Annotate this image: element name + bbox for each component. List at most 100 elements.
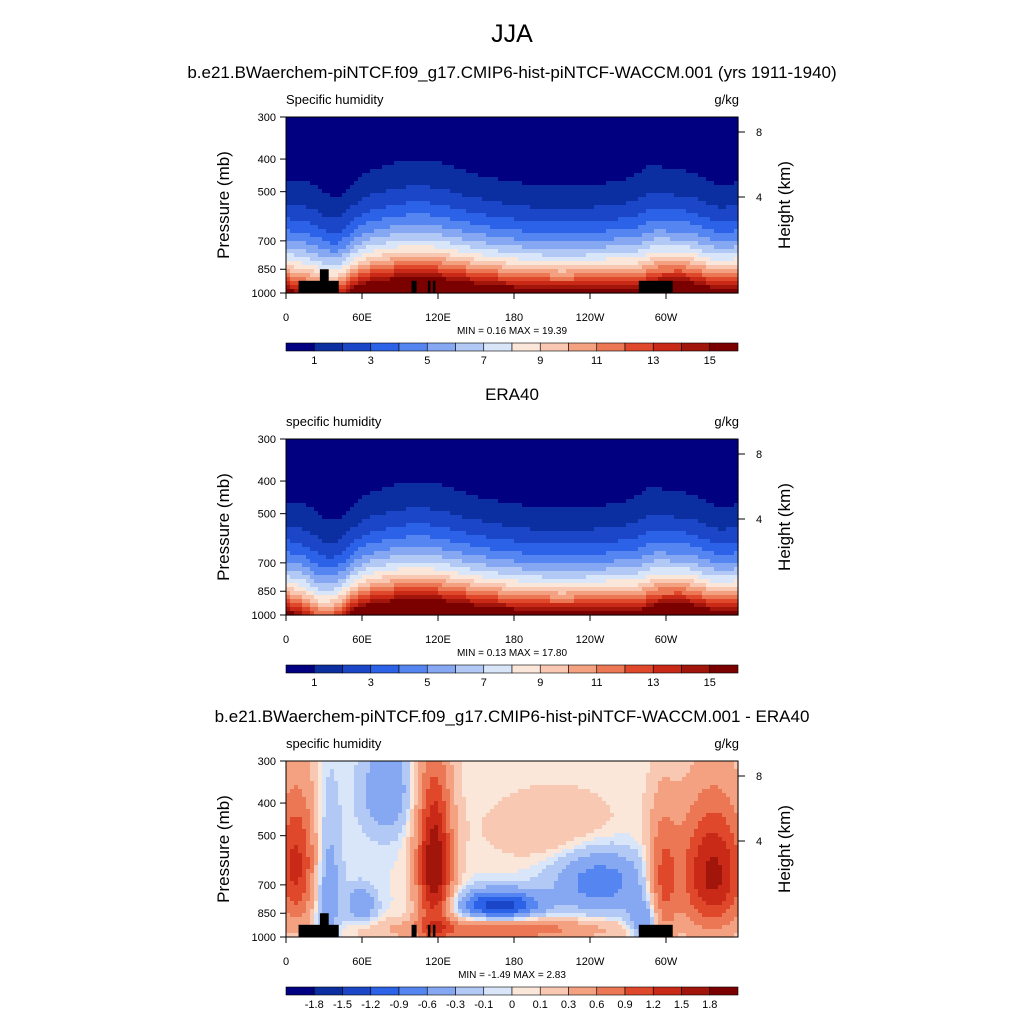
heatmap-cell bbox=[374, 213, 379, 218]
heatmap-cell bbox=[422, 253, 427, 258]
heatmap-cell bbox=[470, 221, 475, 226]
heatmap-cell bbox=[406, 277, 411, 282]
heatmap-cell bbox=[658, 117, 663, 122]
heatmap-cell bbox=[710, 257, 715, 262]
heatmap-cell bbox=[642, 149, 647, 154]
heatmap-cell bbox=[498, 173, 503, 178]
heatmap-cell bbox=[366, 209, 371, 214]
heatmap-cell bbox=[546, 217, 551, 222]
heatmap-cell bbox=[630, 197, 635, 202]
heatmap-cell bbox=[494, 253, 499, 258]
heatmap-cell bbox=[622, 141, 627, 146]
heatmap-cell bbox=[658, 225, 663, 230]
heatmap-cell bbox=[326, 145, 331, 150]
heatmap-cell bbox=[646, 173, 651, 178]
heatmap-cell bbox=[726, 205, 731, 210]
heatmap-cell bbox=[626, 209, 631, 214]
heatmap-cell bbox=[290, 269, 295, 274]
heatmap-cell bbox=[462, 197, 467, 202]
heatmap-cell bbox=[306, 181, 311, 186]
heatmap-cell bbox=[642, 257, 647, 262]
heatmap-cell bbox=[374, 281, 379, 286]
heatmap-cell bbox=[438, 261, 443, 266]
heatmap-cell bbox=[510, 245, 515, 250]
heatmap-cell bbox=[446, 233, 451, 238]
heatmap-cell bbox=[458, 129, 463, 134]
heatmap-cell bbox=[454, 285, 459, 290]
heatmap-cell bbox=[606, 153, 611, 158]
heatmap-cell bbox=[498, 169, 503, 174]
heatmap-cell bbox=[370, 161, 375, 166]
heatmap-cell bbox=[394, 217, 399, 222]
heatmap-cell bbox=[354, 249, 359, 254]
heatmap-cell bbox=[706, 173, 711, 178]
heatmap-cell bbox=[318, 253, 323, 258]
heatmap-cell bbox=[358, 273, 363, 278]
heatmap-cell bbox=[694, 173, 699, 178]
heatmap-cell bbox=[726, 221, 731, 226]
heatmap-cell bbox=[346, 245, 351, 250]
heatmap-cell bbox=[358, 241, 363, 246]
heatmap-cell bbox=[426, 125, 431, 130]
heatmap-cell bbox=[710, 153, 715, 158]
heatmap-cell bbox=[418, 137, 423, 142]
heatmap-cell bbox=[538, 245, 543, 250]
heatmap-cell bbox=[438, 197, 443, 202]
heatmap-cell bbox=[734, 257, 739, 262]
heatmap-cell bbox=[398, 281, 403, 286]
heatmap-cell bbox=[322, 149, 327, 154]
heatmap-cell bbox=[482, 213, 487, 218]
heatmap-cell bbox=[286, 273, 291, 278]
heatmap-cell bbox=[490, 229, 495, 234]
heatmap-cell bbox=[506, 221, 511, 226]
heatmap-cell bbox=[526, 285, 531, 290]
heatmap-cell bbox=[694, 177, 699, 182]
heatmap-cell bbox=[418, 229, 423, 234]
heatmap-cell bbox=[370, 213, 375, 218]
heatmap-cell bbox=[566, 145, 571, 150]
heatmap-cell bbox=[374, 261, 379, 266]
heatmap-cell bbox=[518, 177, 523, 182]
heatmap-cell bbox=[534, 181, 539, 186]
heatmap-cell bbox=[390, 133, 395, 138]
heatmap-cell bbox=[466, 257, 471, 262]
heatmap-cell bbox=[290, 129, 295, 134]
heatmap-cell bbox=[430, 169, 435, 174]
heatmap-cell bbox=[494, 285, 499, 290]
heatmap-cell bbox=[734, 225, 739, 230]
heatmap-cell bbox=[718, 237, 723, 242]
heatmap-cell bbox=[634, 237, 639, 242]
heatmap-cell bbox=[386, 181, 391, 186]
heatmap-cell bbox=[666, 185, 671, 190]
heatmap-cell bbox=[538, 177, 543, 182]
heatmap-cell bbox=[606, 213, 611, 218]
heatmap-cell bbox=[410, 145, 415, 150]
heatmap-cell bbox=[302, 153, 307, 158]
heatmap-cell bbox=[466, 177, 471, 182]
heatmap-cell bbox=[542, 245, 547, 250]
heatmap-cell bbox=[494, 209, 499, 214]
heatmap-cell bbox=[562, 137, 567, 142]
heatmap-cell bbox=[702, 221, 707, 226]
heatmap-cell bbox=[322, 209, 327, 214]
heatmap-cell bbox=[518, 289, 523, 294]
heatmap-cell bbox=[330, 161, 335, 166]
heatmap-cell bbox=[434, 145, 439, 150]
heatmap-cell bbox=[322, 185, 327, 190]
heatmap-cell bbox=[346, 149, 351, 154]
heatmap-cell bbox=[614, 241, 619, 246]
heatmap-cell bbox=[558, 181, 563, 186]
heatmap-cell bbox=[494, 177, 499, 182]
heatmap-cell bbox=[358, 121, 363, 126]
heatmap-cell bbox=[462, 209, 467, 214]
heatmap-cell bbox=[354, 125, 359, 130]
heatmap-cell bbox=[538, 165, 543, 170]
heatmap-cell bbox=[510, 261, 515, 266]
terrain-block bbox=[638, 280, 673, 293]
heatmap-cell bbox=[490, 237, 495, 242]
heatmap-cell bbox=[698, 153, 703, 158]
heatmap-cell bbox=[602, 205, 607, 210]
heatmap-cell bbox=[562, 141, 567, 146]
heatmap-cell bbox=[654, 249, 659, 254]
heatmap-cell bbox=[694, 137, 699, 142]
